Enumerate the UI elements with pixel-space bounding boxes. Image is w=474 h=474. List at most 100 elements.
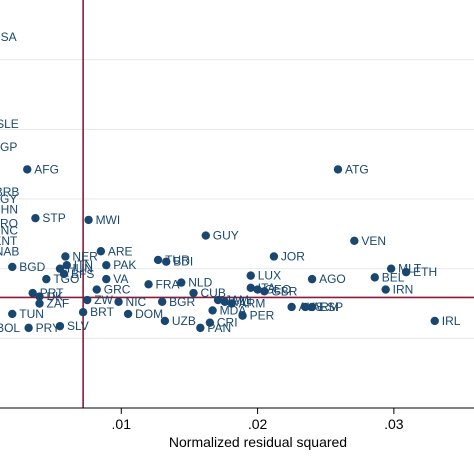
point-label: IRN [393,283,414,297]
point-label: BGD [19,260,45,274]
point-label: VEN [361,234,386,248]
point-label: SGP [0,140,17,154]
data-point [28,288,37,298]
point-label: LUX [258,269,281,283]
data-point [205,318,215,327]
point-label: VA [113,272,128,286]
data-point [196,323,205,333]
gridlines [0,59,474,339]
data-point [246,283,255,293]
point-label: STP [42,211,65,225]
point-label: HUN [67,262,93,276]
point-label: ETH [413,265,437,279]
point-label: KNT [0,234,18,248]
data-point [189,288,198,298]
point-label: PRT [40,286,64,300]
point-label: MLI [232,295,252,309]
x-tick-label: .02 [248,416,268,432]
data-point [201,231,210,240]
data-point [102,274,111,284]
data-point [227,299,236,308]
data-point [96,247,106,256]
point-label: GUY [213,229,239,243]
point-label: GEO [265,283,292,297]
point-label: BRO [0,216,18,230]
point-label: ARM [312,300,339,314]
point-label: NER [72,249,98,263]
data-point [144,280,153,289]
data-point [62,260,71,270]
data-point [35,292,44,301]
data-point [301,302,310,312]
point-label: TUN [19,307,44,321]
point-label: CRI [217,316,238,330]
point-label: BRB [0,185,19,199]
data-point [401,267,411,277]
point-label: FRA [156,277,180,291]
data-point [24,323,33,333]
data-point [42,274,51,284]
point-label: JOR [281,249,305,263]
data-point [92,285,101,294]
point-label: ZAF [47,297,70,311]
point-label: BFS [71,267,94,281]
data-point [269,252,279,261]
point-label: BRT [90,305,114,319]
data-point [61,252,70,261]
data-point [123,309,133,319]
data-point [23,165,32,174]
point-label: TUR [165,253,190,267]
point-label: CHN [0,202,18,216]
data-point [381,285,390,294]
data-point [31,213,40,223]
x-tick-label: .03 [384,416,404,432]
point-label: UZB [172,314,196,328]
data-point [333,165,343,174]
data-point [78,308,88,317]
point-label: CUB [201,286,226,300]
point-label: BOL [0,321,20,335]
point-label: GBR [271,284,297,298]
point-label: ZW [94,293,113,307]
data-point [8,309,17,319]
data-point [55,321,65,331]
data-point [287,302,296,312]
data-point [213,295,223,305]
data-point [370,273,379,282]
point-label: SLV [67,319,89,333]
point-label: AFG [34,162,59,176]
reference-lines [0,0,474,408]
data-point [114,297,123,306]
data-point [160,316,170,326]
point-label: PAK [113,258,136,272]
point-label: USA [0,30,17,44]
data-point [350,236,359,245]
data-point [253,285,262,294]
data-point [208,306,217,315]
data-point [157,297,167,306]
point-label: DOM [135,307,163,321]
data-point [55,264,65,273]
point-label: MWI [96,213,121,227]
point-label: PAN [207,321,231,335]
point-label: SLE [0,117,19,131]
point-label: BDI [173,255,193,269]
data-point [246,271,255,280]
data-point [84,215,93,225]
data-point [153,255,163,265]
data-point [8,262,17,272]
point-label: EGY [0,192,17,206]
point-label: ARE [108,244,133,258]
point-label: BEL [382,270,405,284]
data-point [307,274,317,284]
point-label: ARM [239,297,266,311]
point-label: AGO [319,272,346,286]
data-point [220,297,230,306]
point-label: IRL [442,314,461,328]
point-label: UK [47,290,64,304]
point-label: ITN [74,258,93,272]
x-axis-label: Normalized residual squared [169,434,347,450]
data-point [35,299,44,308]
point-label: GRC [104,283,131,297]
